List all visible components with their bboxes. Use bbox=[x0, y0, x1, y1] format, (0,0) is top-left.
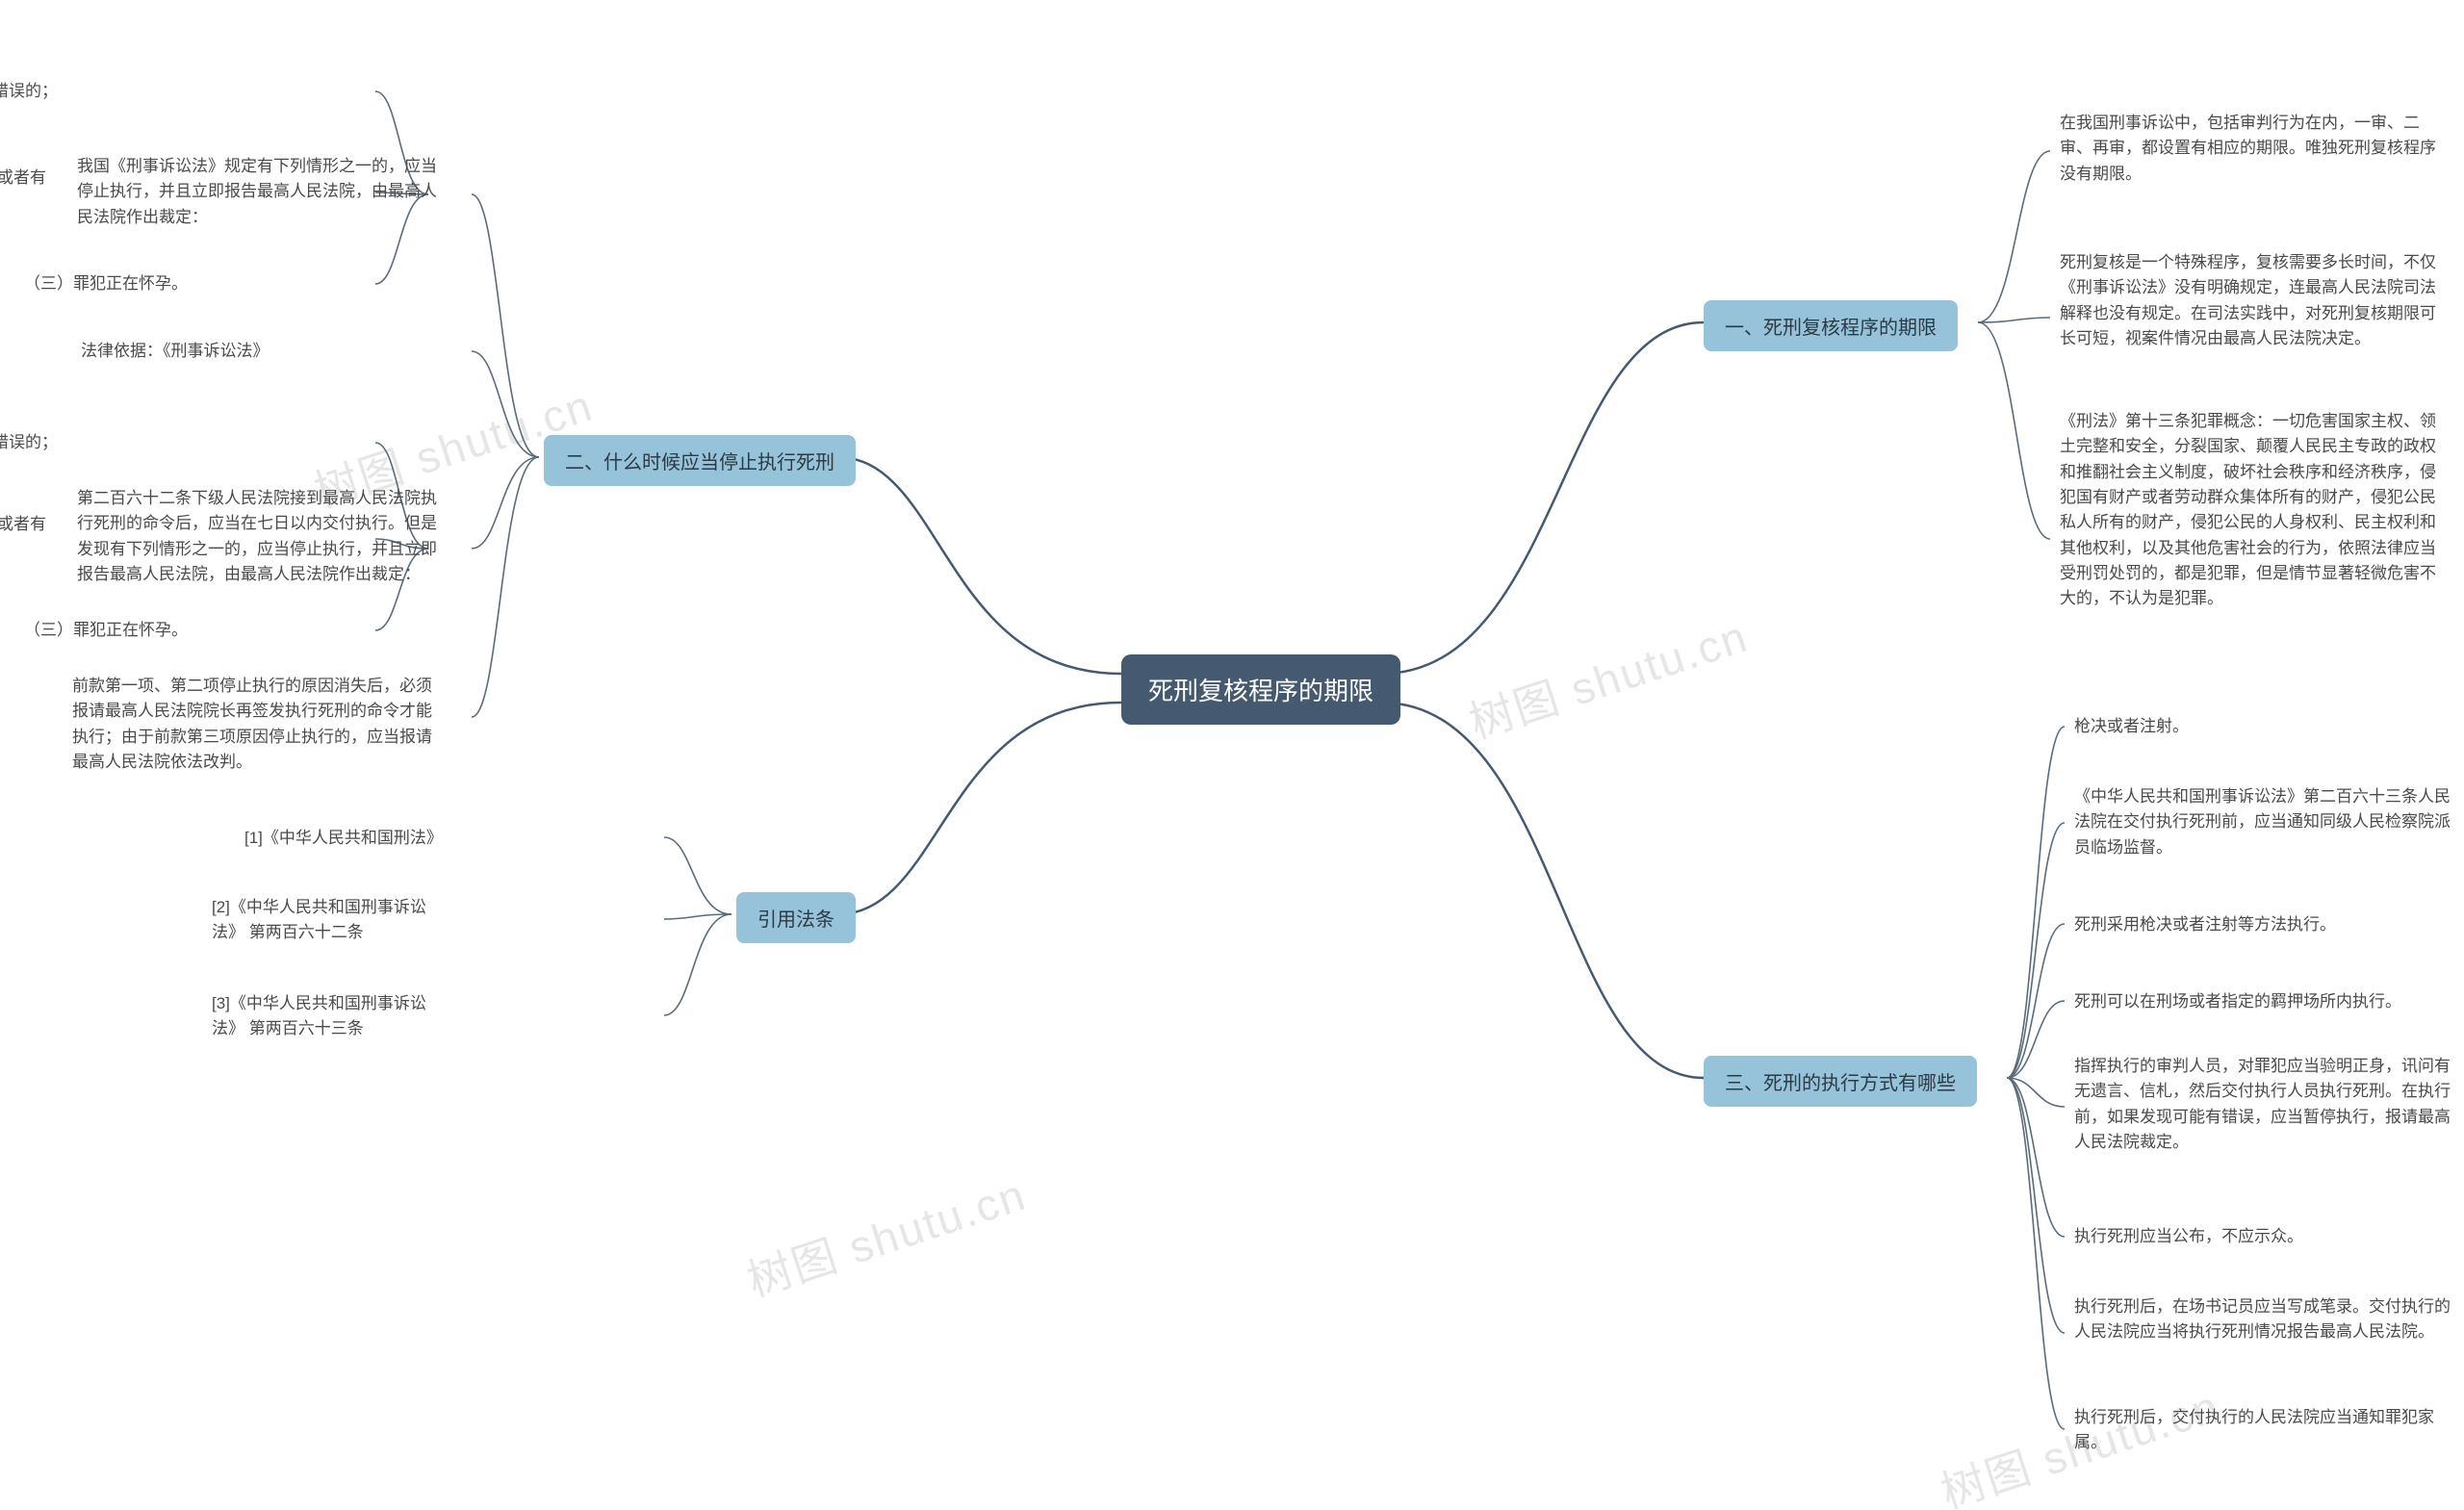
watermark: 树图 shutu.cn bbox=[1460, 601, 1755, 752]
branch-2[interactable]: 二、什么时候应当停止执行死刑 bbox=[544, 435, 856, 486]
branch-2-leaf-1-sub-2: （二）在执行前罪犯揭发重大犯罪事实或者有其他重大立功表现，可能需要改判的； bbox=[0, 166, 46, 217]
branch-2-leaf-3: 第二百六十二条下级人民法院接到最高人民法院执行死刑的命令后，应当在七日以内交付执… bbox=[72, 486, 448, 587]
branch-3-leaf-2: 《中华人民共和国刑事诉讼法》第二百六十三条人民法院在交付执行死刑前，应当通知同级… bbox=[2074, 784, 2459, 860]
branch-2-leaf-3-sub-1: （一）在执行前发现判决可能有错误的； bbox=[0, 430, 58, 455]
branch-2-leaf-4: 前款第一项、第二项停止执行的原因消失后，必须报请最高人民法院院长再签发执行死刑的… bbox=[72, 674, 448, 775]
branch-2-leaf-3-text: 第二百六十二条下级人民法院接到最高人民法院执行死刑的命令后，应当在七日以内交付执… bbox=[72, 486, 448, 587]
branch-2-leaf-3-sub-3: （三）罪犯正在怀孕。 bbox=[24, 618, 188, 643]
branch-4-leaf-2: [2]《中华人民共和国刑事诉讼法》 第两百六十二条 bbox=[212, 895, 443, 946]
branch-3[interactable]: 三、死刑的执行方式有哪些 bbox=[1704, 1056, 1977, 1107]
branch-2-leaf-2: 法律依据：《刑事诉讼法》 bbox=[81, 339, 270, 364]
branch-2-leaf-3-sub-2: （二）在执行前罪犯揭发重大犯罪事实或者有其他重大立功表现，可能需要改判的； bbox=[0, 512, 46, 563]
branch-1-leaf-3: 《刑法》第十三条犯罪概念：一切危害国家主权、领土完整和安全，分裂国家、颠覆人民民… bbox=[2060, 409, 2445, 612]
branch-3-leaf-8: 执行死刑后，交付执行的人民法院应当通知罪犯家属。 bbox=[2074, 1405, 2459, 1456]
branch-1-leaf-2: 死刑复核是一个特殊程序，复核需要多长时间，不仅《刑事诉讼法》没有明确规定，连最高… bbox=[2060, 250, 2445, 351]
branch-3-leaf-5: 指挥执行的审判人员，对罪犯应当验明正身，讯问有无遗言、信札，然后交付执行人员执行… bbox=[2074, 1054, 2459, 1155]
branch-3-leaf-7: 执行死刑后，在场书记员应当写成笔录。交付执行的人民法院应当将执行死刑情况报告最高… bbox=[2074, 1294, 2459, 1345]
branch-3-leaf-4: 死刑可以在刑场或者指定的羁押场所内执行。 bbox=[2074, 989, 2401, 1014]
branch-1[interactable]: 一、死刑复核程序的期限 bbox=[1704, 300, 1958, 351]
branch-2-leaf-1-sub-1: （一）在执行前发现判决可能有错误的； bbox=[0, 79, 58, 104]
branch-1-leaf-1: 在我国刑事诉讼中，包括审判行为在内，一审、二审、再审，都设置有相应的期限。唯独死… bbox=[2060, 111, 2445, 187]
watermark: 树图 shutu.cn bbox=[738, 1160, 1033, 1310]
branch-4[interactable]: 引用法条 bbox=[736, 892, 856, 943]
branch-4-leaf-3: [3]《中华人民共和国刑事诉讼法》 第两百六十三条 bbox=[212, 991, 443, 1042]
branch-3-leaf-3: 死刑采用枪决或者注射等方法执行。 bbox=[2074, 912, 2336, 937]
branch-2-leaf-1-text: 我国《刑事诉讼法》规定有下列情形之一的，应当停止执行，并且立即报告最高人民法院，… bbox=[72, 154, 448, 230]
branch-3-leaf-1: 枪决或者注射。 bbox=[2074, 714, 2189, 739]
branch-2-leaf-1-sub-3: （三）罪犯正在怀孕。 bbox=[24, 271, 188, 296]
branch-3-leaf-6: 执行死刑应当公布，不应示众。 bbox=[2074, 1224, 2303, 1249]
root-node[interactable]: 死刑复核程序的期限 bbox=[1121, 654, 1400, 725]
branch-2-leaf-1: 我国《刑事诉讼法》规定有下列情形之一的，应当停止执行，并且立即报告最高人民法院，… bbox=[72, 154, 448, 230]
branch-4-leaf-1: [1]《中华人民共和国刑法》 bbox=[244, 826, 443, 851]
